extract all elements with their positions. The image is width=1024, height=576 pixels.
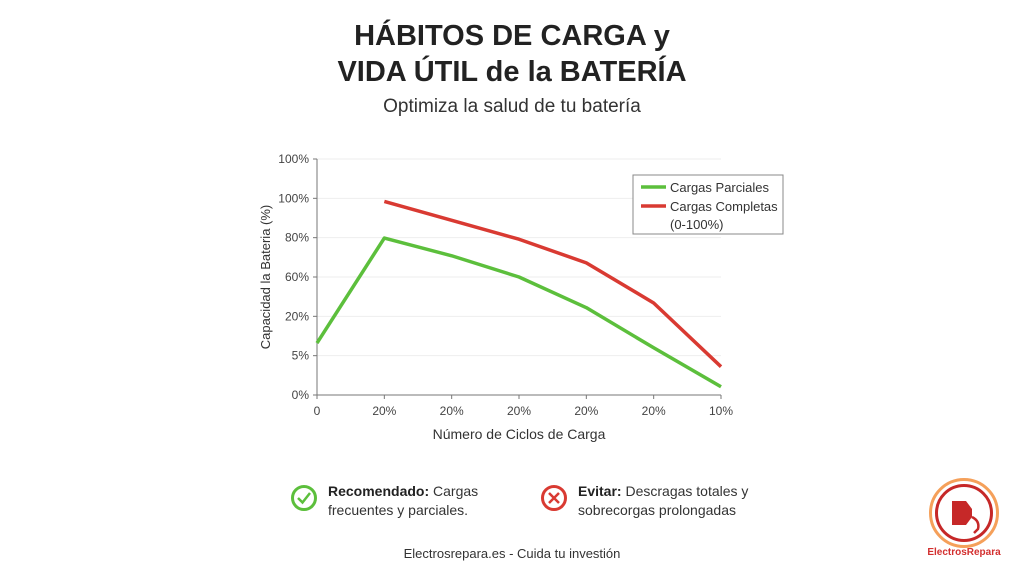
x-axis-label: Número de Ciclos de Carga: [433, 426, 606, 442]
avoid-note: Evitar: Descragas totales y sobrecorgas …: [578, 482, 748, 520]
y-tick-label: 80%: [285, 231, 309, 245]
series-line-1: [315, 236, 722, 389]
y-tick-label: 20%: [285, 309, 309, 323]
x-tick-label: 20%: [642, 404, 666, 418]
title-line-2: VIDA ÚTIL de la BATERÍA: [337, 56, 687, 88]
legend-label-line2: (0-100%): [670, 217, 723, 232]
x-tick-label: 20%: [574, 404, 598, 418]
x-tick-label: 20%: [372, 404, 396, 418]
y-tick-label: 0%: [292, 388, 310, 402]
y-tick-label: 100%: [278, 152, 309, 166]
ev-charger-plug-icon: [952, 501, 980, 534]
y-tick-label: 100%: [278, 191, 309, 205]
avoid-label: Evitar:: [578, 483, 622, 499]
x-tick-label: 10%: [709, 404, 733, 418]
recommended-text-1: Cargas: [433, 483, 479, 499]
y-axis-label: Capacidad la Bateria (%): [258, 205, 273, 350]
series-line-2: [383, 199, 723, 368]
avoid-text-1: Descragas totales y: [625, 483, 749, 499]
y-tick-label: 5%: [292, 349, 310, 363]
subtitle: Optimiza la salud de tu batería: [383, 96, 641, 117]
recommended-text-2: frecuentes y parciales.: [328, 502, 469, 518]
x-tick-label: 20%: [507, 404, 531, 418]
recommended-note: Recomendado: Cargas frecuentes y parcial…: [328, 482, 478, 520]
title-line-1: HÁBITOS DE CARGA y: [354, 20, 670, 52]
x-tick-label: 0: [314, 404, 321, 418]
line-chart: 0% 5% 20% 60% 80% 100% 100% 0 20% 20% 20% 20% 20% 10%…: [258, 152, 784, 442]
legend-label: Cargas Parciales: [670, 180, 769, 195]
check-circle-icon: [291, 485, 317, 511]
logo-text: ElectrosRepara: [927, 547, 1001, 558]
footer: Electrosrepara.es - Cuida tu investión: [403, 546, 621, 561]
x-circle-icon: [541, 485, 567, 511]
avoid-text-2: sobrecorgas prolongadas: [578, 502, 736, 518]
recommended-label: Recomendado:: [328, 483, 430, 499]
legend-label: Cargas Completas: [670, 199, 778, 214]
y-tick-label: 60%: [285, 270, 309, 284]
x-tick-label: 20%: [440, 404, 464, 418]
logo: [929, 478, 999, 548]
